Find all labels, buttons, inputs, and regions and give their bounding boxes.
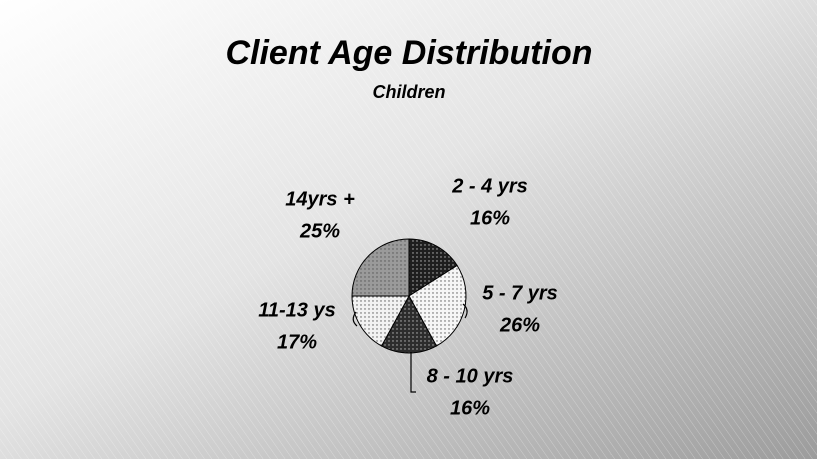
slice-label: 14yrs +: [285, 188, 355, 210]
chart-subtitle: Children: [372, 82, 445, 102]
slice-value-label: 25%: [299, 220, 340, 242]
slice-label: 2 - 4 yrs: [451, 175, 528, 197]
pie-slice: [351, 238, 410, 297]
slice-value-label: 16%: [450, 397, 490, 419]
slice-label: 8 - 10 yrs: [427, 365, 514, 387]
pie-slice: [408, 264, 467, 347]
leader-line: [352, 311, 358, 327]
slice-label: 11-13 ys: [258, 299, 335, 321]
leader-line: [410, 352, 416, 393]
slice-label: 5 - 7 yrs: [482, 282, 558, 304]
slice-value-label: 16%: [470, 207, 510, 229]
chart-title: Client Age Distribution: [225, 34, 592, 72]
pie-slice: [380, 294, 438, 354]
pie-slice: [408, 238, 458, 297]
leader-line: [462, 303, 468, 319]
slice-value-label: 26%: [499, 314, 540, 336]
slice-value-label: 17%: [277, 331, 317, 353]
pie-slice: [351, 295, 410, 347]
